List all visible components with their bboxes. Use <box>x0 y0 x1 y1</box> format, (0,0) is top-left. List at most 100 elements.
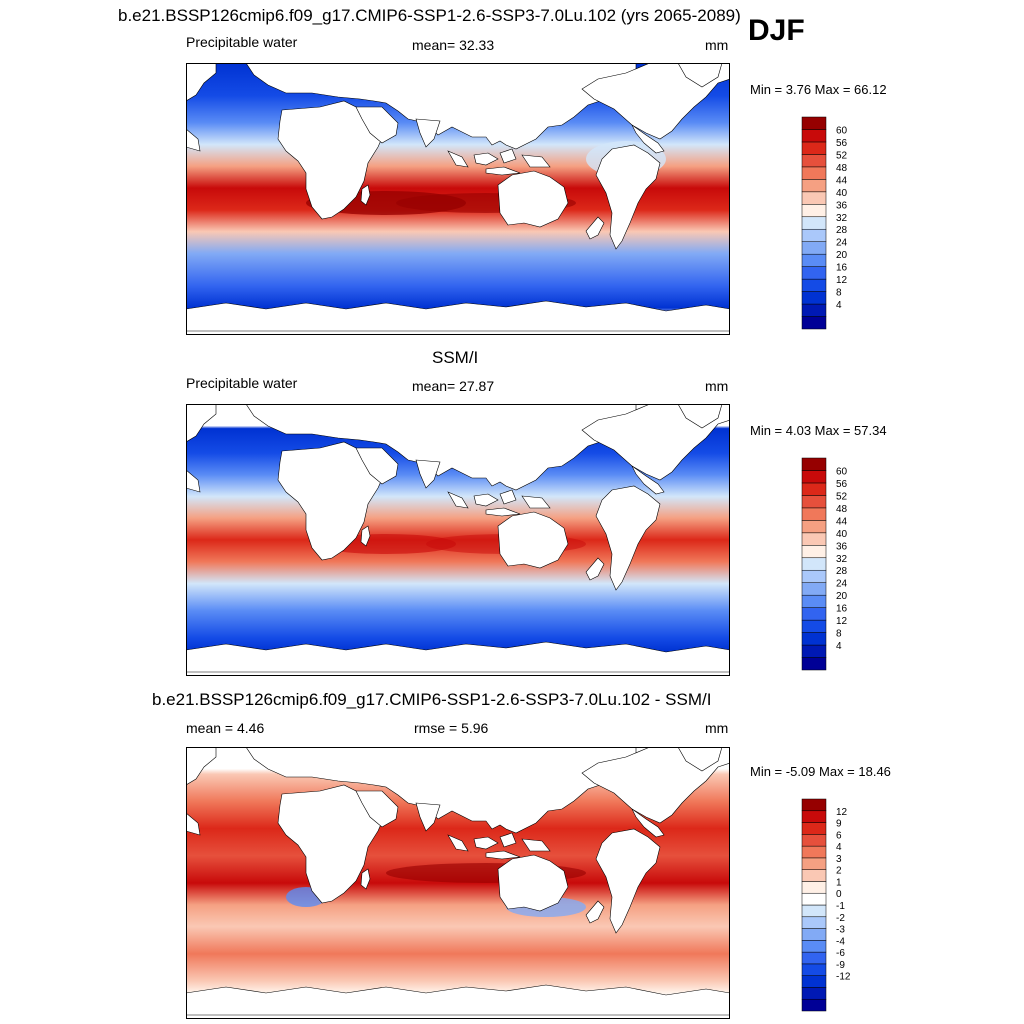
colorbar-swatch <box>801 582 827 596</box>
panel3-rmse-label: rmse = 5.96 <box>414 720 489 736</box>
panel3-map <box>186 747 730 1019</box>
colorbar-tick-label: 40 <box>836 188 848 199</box>
colorbar-tick-label: 60 <box>836 125 848 136</box>
colorbar-tick-label: 56 <box>836 479 848 490</box>
panel2-units-label: mm <box>705 378 729 394</box>
colorbar-tick-label: 2 <box>836 866 842 877</box>
season-label: DJF <box>748 14 805 47</box>
colorbar-swatch <box>801 975 827 988</box>
panel2-title: SSM/I <box>432 348 479 367</box>
colorbar-tick-label: 36 <box>836 200 848 211</box>
colorbar-swatch <box>801 520 827 534</box>
colorbar-tick-label: 48 <box>836 163 848 174</box>
colorbar-swatch <box>801 241 827 255</box>
colorbar-tick-label: 16 <box>836 604 848 615</box>
colorbar-swatch <box>801 632 827 646</box>
colorbar-swatch <box>801 916 827 929</box>
colorbar-swatch <box>801 987 827 1000</box>
colorbar-tick-label: -9 <box>836 960 845 971</box>
colorbar-tick-label: 44 <box>836 516 848 527</box>
colorbar-tick-label: 40 <box>836 529 848 540</box>
colorbar-swatch <box>801 278 827 292</box>
colorbar-tick-label: 60 <box>836 466 848 477</box>
colorbar-swatch <box>801 141 827 155</box>
panel1-units-label: mm <box>705 37 729 53</box>
colorbar-tick-label: 0 <box>836 889 842 900</box>
panel1-variable-label: Precipitable water <box>186 34 298 50</box>
colorbar-tick-label: 16 <box>836 263 848 274</box>
colorbar-swatch <box>801 845 827 859</box>
colorbar-swatch <box>801 291 827 305</box>
panel2-variable-label: Precipitable water <box>186 375 298 391</box>
colorbar-swatch <box>801 619 827 633</box>
colorbar-tick-label: 20 <box>836 591 848 602</box>
panel3-minmax-label: Min = -5.09 Max = 18.46 <box>750 764 891 779</box>
colorbar-tick-label: 9 <box>836 819 842 830</box>
colorbar-tick-label: 32 <box>836 554 848 565</box>
panel1-title: b.e21.BSSP126cmip6.f09_g17.CMIP6-SSP1-2.… <box>118 6 741 25</box>
colorbar-swatch <box>801 810 827 823</box>
colorbar-swatch <box>801 569 827 583</box>
colorbar-swatch <box>801 303 827 317</box>
colorbar-tick-label: 48 <box>836 504 848 515</box>
colorbar-tick-label: 12 <box>836 807 848 818</box>
colorbar-swatch <box>801 951 827 965</box>
colorbar-swatch <box>801 963 827 976</box>
panel1-minmax-label: Min = 3.76 Max = 66.12 <box>750 82 887 97</box>
colorbar-swatch <box>801 822 827 835</box>
colorbar-swatch <box>801 495 827 509</box>
colorbar-swatch <box>801 857 827 870</box>
colorbar-tick-label: 28 <box>836 566 848 577</box>
panel1-map <box>186 63 730 335</box>
colorbar-tick-label: 24 <box>836 579 848 590</box>
colorbar-tick-label: 4 <box>836 641 842 652</box>
colorbar-tick-label: 6 <box>836 830 842 841</box>
colorbar-tick-label: 4 <box>836 842 842 853</box>
colorbar-swatch <box>801 253 827 267</box>
colorbar-swatch <box>801 154 827 168</box>
panel2-map <box>186 404 730 676</box>
colorbar-swatch <box>801 607 827 621</box>
colorbar-tick-label: 36 <box>836 541 848 552</box>
panel3-units-label: mm <box>705 720 729 736</box>
colorbar-tick-label: 8 <box>836 629 842 640</box>
colorbar-tick-label: 8 <box>836 288 842 299</box>
colorbar-tick-label: -2 <box>836 913 845 924</box>
colorbar-tick-label: 52 <box>836 491 848 502</box>
colorbar-swatch <box>801 940 827 953</box>
colorbar-tick-label: 24 <box>836 238 848 249</box>
colorbar-swatch <box>801 904 827 918</box>
colorbar-tick-label: -6 <box>836 948 845 959</box>
panel3-title: b.e21.BSSP126cmip6.f09_g17.CMIP6-SSP1-2.… <box>152 690 712 709</box>
colorbar-tick-label: 20 <box>836 250 848 261</box>
colorbar-swatch <box>801 532 827 546</box>
panel2-minmax-label: Min = 4.03 Max = 57.34 <box>750 423 887 438</box>
colorbar-swatch <box>801 129 827 143</box>
colorbar-swatch <box>801 228 827 242</box>
panel2-mean-label: mean= 27.87 <box>412 378 495 394</box>
colorbar-swatch <box>801 869 827 882</box>
colorbar-swatch <box>801 166 827 180</box>
colorbar-swatch <box>801 834 827 847</box>
colorbar-swatch <box>801 316 827 330</box>
colorbar-swatch <box>801 545 827 559</box>
colorbar-swatch <box>801 507 827 521</box>
colorbar-swatch <box>801 179 827 193</box>
panel3-mean-label: mean = 4.46 <box>186 720 265 736</box>
panel1-mean-label: mean= 32.33 <box>412 37 495 53</box>
colorbar-swatch <box>801 594 827 608</box>
colorbar-swatch <box>801 482 827 496</box>
colorbar-swatch <box>801 204 827 218</box>
colorbar-tick-label: -3 <box>836 925 845 936</box>
colorbar-tick-label: 44 <box>836 175 848 186</box>
colorbar-tick-label: -4 <box>836 936 845 947</box>
colorbar-swatch <box>801 892 827 906</box>
colorbar-tick-label: 32 <box>836 213 848 224</box>
colorbar-swatch <box>801 266 827 280</box>
colorbar-swatch <box>801 881 827 894</box>
colorbar-tick-label: 1 <box>836 877 842 888</box>
colorbar-swatch <box>801 216 827 230</box>
colorbar-tick-label: 12 <box>836 616 848 627</box>
